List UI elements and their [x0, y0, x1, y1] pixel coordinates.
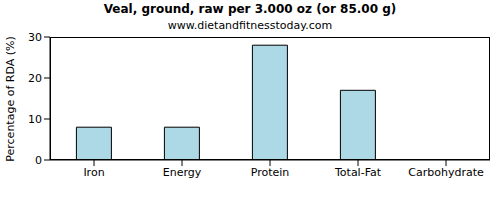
svg-text:Total-Fat: Total-Fat [334, 166, 382, 179]
svg-text:Protein: Protein [251, 166, 290, 179]
svg-text:30: 30 [28, 31, 42, 44]
svg-text:0: 0 [35, 154, 42, 167]
html-text:Veal, ground, raw per 3.000 oz: Veal, ground, raw per 3.000 oz (or 85.00… [103, 2, 397, 16]
html-text:www.dietandfitnesstoday.com: www.dietandfitnesstoday.com [167, 19, 333, 32]
svg-text:Iron: Iron [83, 166, 104, 179]
html-text:Percentage of RDA (%): Percentage of RDA (%) [3, 35, 17, 162]
svg-text:Energy: Energy [163, 166, 202, 179]
svg-text:Carbohydrate: Carbohydrate [408, 166, 484, 179]
svg-text:20: 20 [28, 72, 42, 85]
svg-text:10: 10 [28, 113, 42, 126]
